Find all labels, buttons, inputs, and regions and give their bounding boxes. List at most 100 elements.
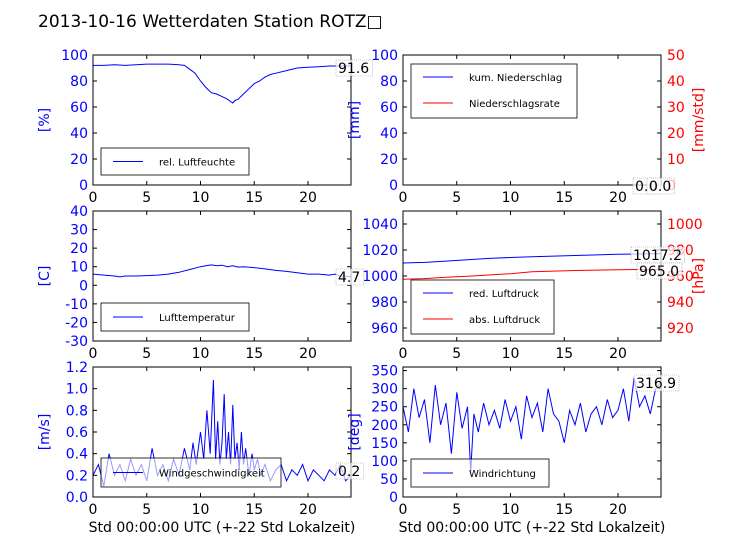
legend-label: red. Luftdruck xyxy=(469,289,539,300)
y-tick-label: 30 xyxy=(70,223,88,239)
y-tick-label: -10 xyxy=(65,297,88,313)
y-axis-label: [deg] xyxy=(347,413,363,450)
x-axis-label: Std 00:00:00 UTC (+-22 Std Lokalzeit) xyxy=(89,520,356,536)
y-right-tick-label: 940 xyxy=(667,295,694,311)
x-tick-label: 15 xyxy=(245,502,263,518)
legend-label: Lufttemperatur xyxy=(159,313,236,324)
x-tick-label: 0 xyxy=(89,346,98,362)
y-axis-label: [C] xyxy=(37,266,53,287)
y-tick-label: 20 xyxy=(380,152,398,168)
y-right-tick-label: 40 xyxy=(667,74,685,90)
last-value-label: 0.0 xyxy=(649,179,671,195)
legend: Windrichtung xyxy=(410,458,550,488)
y-tick-label: 100 xyxy=(61,48,88,64)
y-tick-label: 1.2 xyxy=(66,360,88,376)
y-tick-label: 1040 xyxy=(362,217,398,233)
y-tick-label: 0.2 xyxy=(66,468,88,484)
x-tick-label: 20 xyxy=(299,502,317,518)
last-value-box xyxy=(335,268,365,286)
x-tick-label: 15 xyxy=(555,502,573,518)
legend-label: Windrichtung xyxy=(469,469,536,480)
x-tick-label: 0 xyxy=(399,346,408,362)
legend-label: Niederschlagsrate xyxy=(469,99,560,110)
x-tick-label: 5 xyxy=(452,502,461,518)
x-tick-label: 20 xyxy=(609,190,627,206)
y-tick-label: 100 xyxy=(371,454,398,470)
chart-panel: 0510152002040608010001020304050[mm][mm/s… xyxy=(347,48,707,206)
y-tick-label: 0 xyxy=(79,178,88,194)
y-tick-label: 980 xyxy=(371,295,398,311)
series-line-rel-luftfeuchte xyxy=(93,63,351,104)
y-tick-label: -30 xyxy=(65,334,88,350)
y-tick-label: 40 xyxy=(70,126,88,142)
y-tick-label: 1020 xyxy=(362,243,398,259)
last-value-label: 91.6 xyxy=(338,61,369,77)
figure-title: 2013-10-16 Wetterdaten Station ROTZ□ xyxy=(38,12,383,32)
y-tick-label: 1000 xyxy=(362,269,398,285)
last-value-label: 965.0 xyxy=(639,264,679,280)
last-value-box xyxy=(636,262,683,280)
x-tick-label: 0 xyxy=(399,502,408,518)
legend: kum. Niederschlag Niederschlagsrate xyxy=(410,63,578,119)
plot-frame xyxy=(92,54,352,186)
plot-frame xyxy=(402,366,662,498)
legend-label: rel. Luftfeuchte xyxy=(159,158,235,169)
x-tick-label: 5 xyxy=(142,190,151,206)
y-axis-label: [mm] xyxy=(347,101,363,139)
series-line-windrichtung xyxy=(402,377,662,472)
y-tick-label: 960 xyxy=(371,321,398,337)
y-tick-label: 20 xyxy=(70,152,88,168)
y-tick-label: 60 xyxy=(70,100,88,116)
y-axis-label: [%] xyxy=(37,108,53,132)
x-tick-label: 10 xyxy=(502,502,520,518)
y-tick-label: 60 xyxy=(380,100,398,116)
y-tick-label: 350 xyxy=(371,364,398,380)
last-value-label: 316.9 xyxy=(636,376,676,392)
legend: Windgeschwindigkeit xyxy=(100,457,282,488)
y-right-tick-label: 1000 xyxy=(667,217,703,233)
x-tick-label: 20 xyxy=(609,502,627,518)
x-tick-label: 5 xyxy=(452,190,461,206)
y-tick-label: 0 xyxy=(79,278,88,294)
y-tick-label: 1.0 xyxy=(66,382,88,398)
y-tick-label: 0.6 xyxy=(66,425,88,441)
y-tick-label: 40 xyxy=(70,204,88,220)
x-tick-label: 20 xyxy=(609,346,627,362)
last-value-box xyxy=(335,462,365,480)
y-tick-label: 300 xyxy=(371,382,398,398)
last-value-label: 4.7 xyxy=(338,270,360,286)
y-right-tick-label: 20 xyxy=(667,126,685,142)
y-right-axis-label: [hPa] xyxy=(691,258,707,294)
y-tick-label: 250 xyxy=(371,400,398,416)
y-tick-label: 0 xyxy=(389,490,398,506)
legend-label: Windgeschwindigkeit xyxy=(159,469,265,480)
y-right-axis-label: [mm/std] xyxy=(691,88,707,153)
x-tick-label: 15 xyxy=(245,346,263,362)
y-right-tick-label: 920 xyxy=(667,321,694,337)
x-tick-label: 5 xyxy=(142,346,151,362)
x-tick-label: 20 xyxy=(299,190,317,206)
y-tick-label: 80 xyxy=(70,74,88,90)
last-value-box xyxy=(633,374,680,392)
x-tick-label: 5 xyxy=(142,502,151,518)
y-tick-label: 0 xyxy=(389,178,398,194)
chart-panel: 0510152096098010001020104092094096098010… xyxy=(362,210,707,362)
x-tick-label: 0 xyxy=(89,190,98,206)
x-tick-label: 10 xyxy=(192,190,210,206)
y-right-tick-label: 10 xyxy=(667,152,685,168)
plot-frame xyxy=(402,54,662,186)
chart-panel: 0 5 10 15 20 0.0 0.2 0.4 0.6 0.8 1.0 1.2 [m/s] Std 00… xyxy=(37,360,365,536)
x-tick-label: 10 xyxy=(502,346,520,362)
x-tick-label: 10 xyxy=(192,346,210,362)
y-tick-label: 100 xyxy=(371,48,398,64)
series-line-lufttemperatur xyxy=(92,264,352,278)
y-tick-label: 50 xyxy=(380,472,398,488)
y-right-tick-label: 30 xyxy=(667,100,685,116)
legend-label: kum. Niederschlag xyxy=(469,73,562,84)
x-tick-label: 15 xyxy=(555,346,573,362)
chart-panel: 0 5 10 15 20 -30 -20 -10 0 10 20 30 40 [C] Lufttempera… xyxy=(37,204,365,362)
x-tick-label: 20 xyxy=(299,346,317,362)
legend-label: abs. Luftdruck xyxy=(469,315,540,326)
